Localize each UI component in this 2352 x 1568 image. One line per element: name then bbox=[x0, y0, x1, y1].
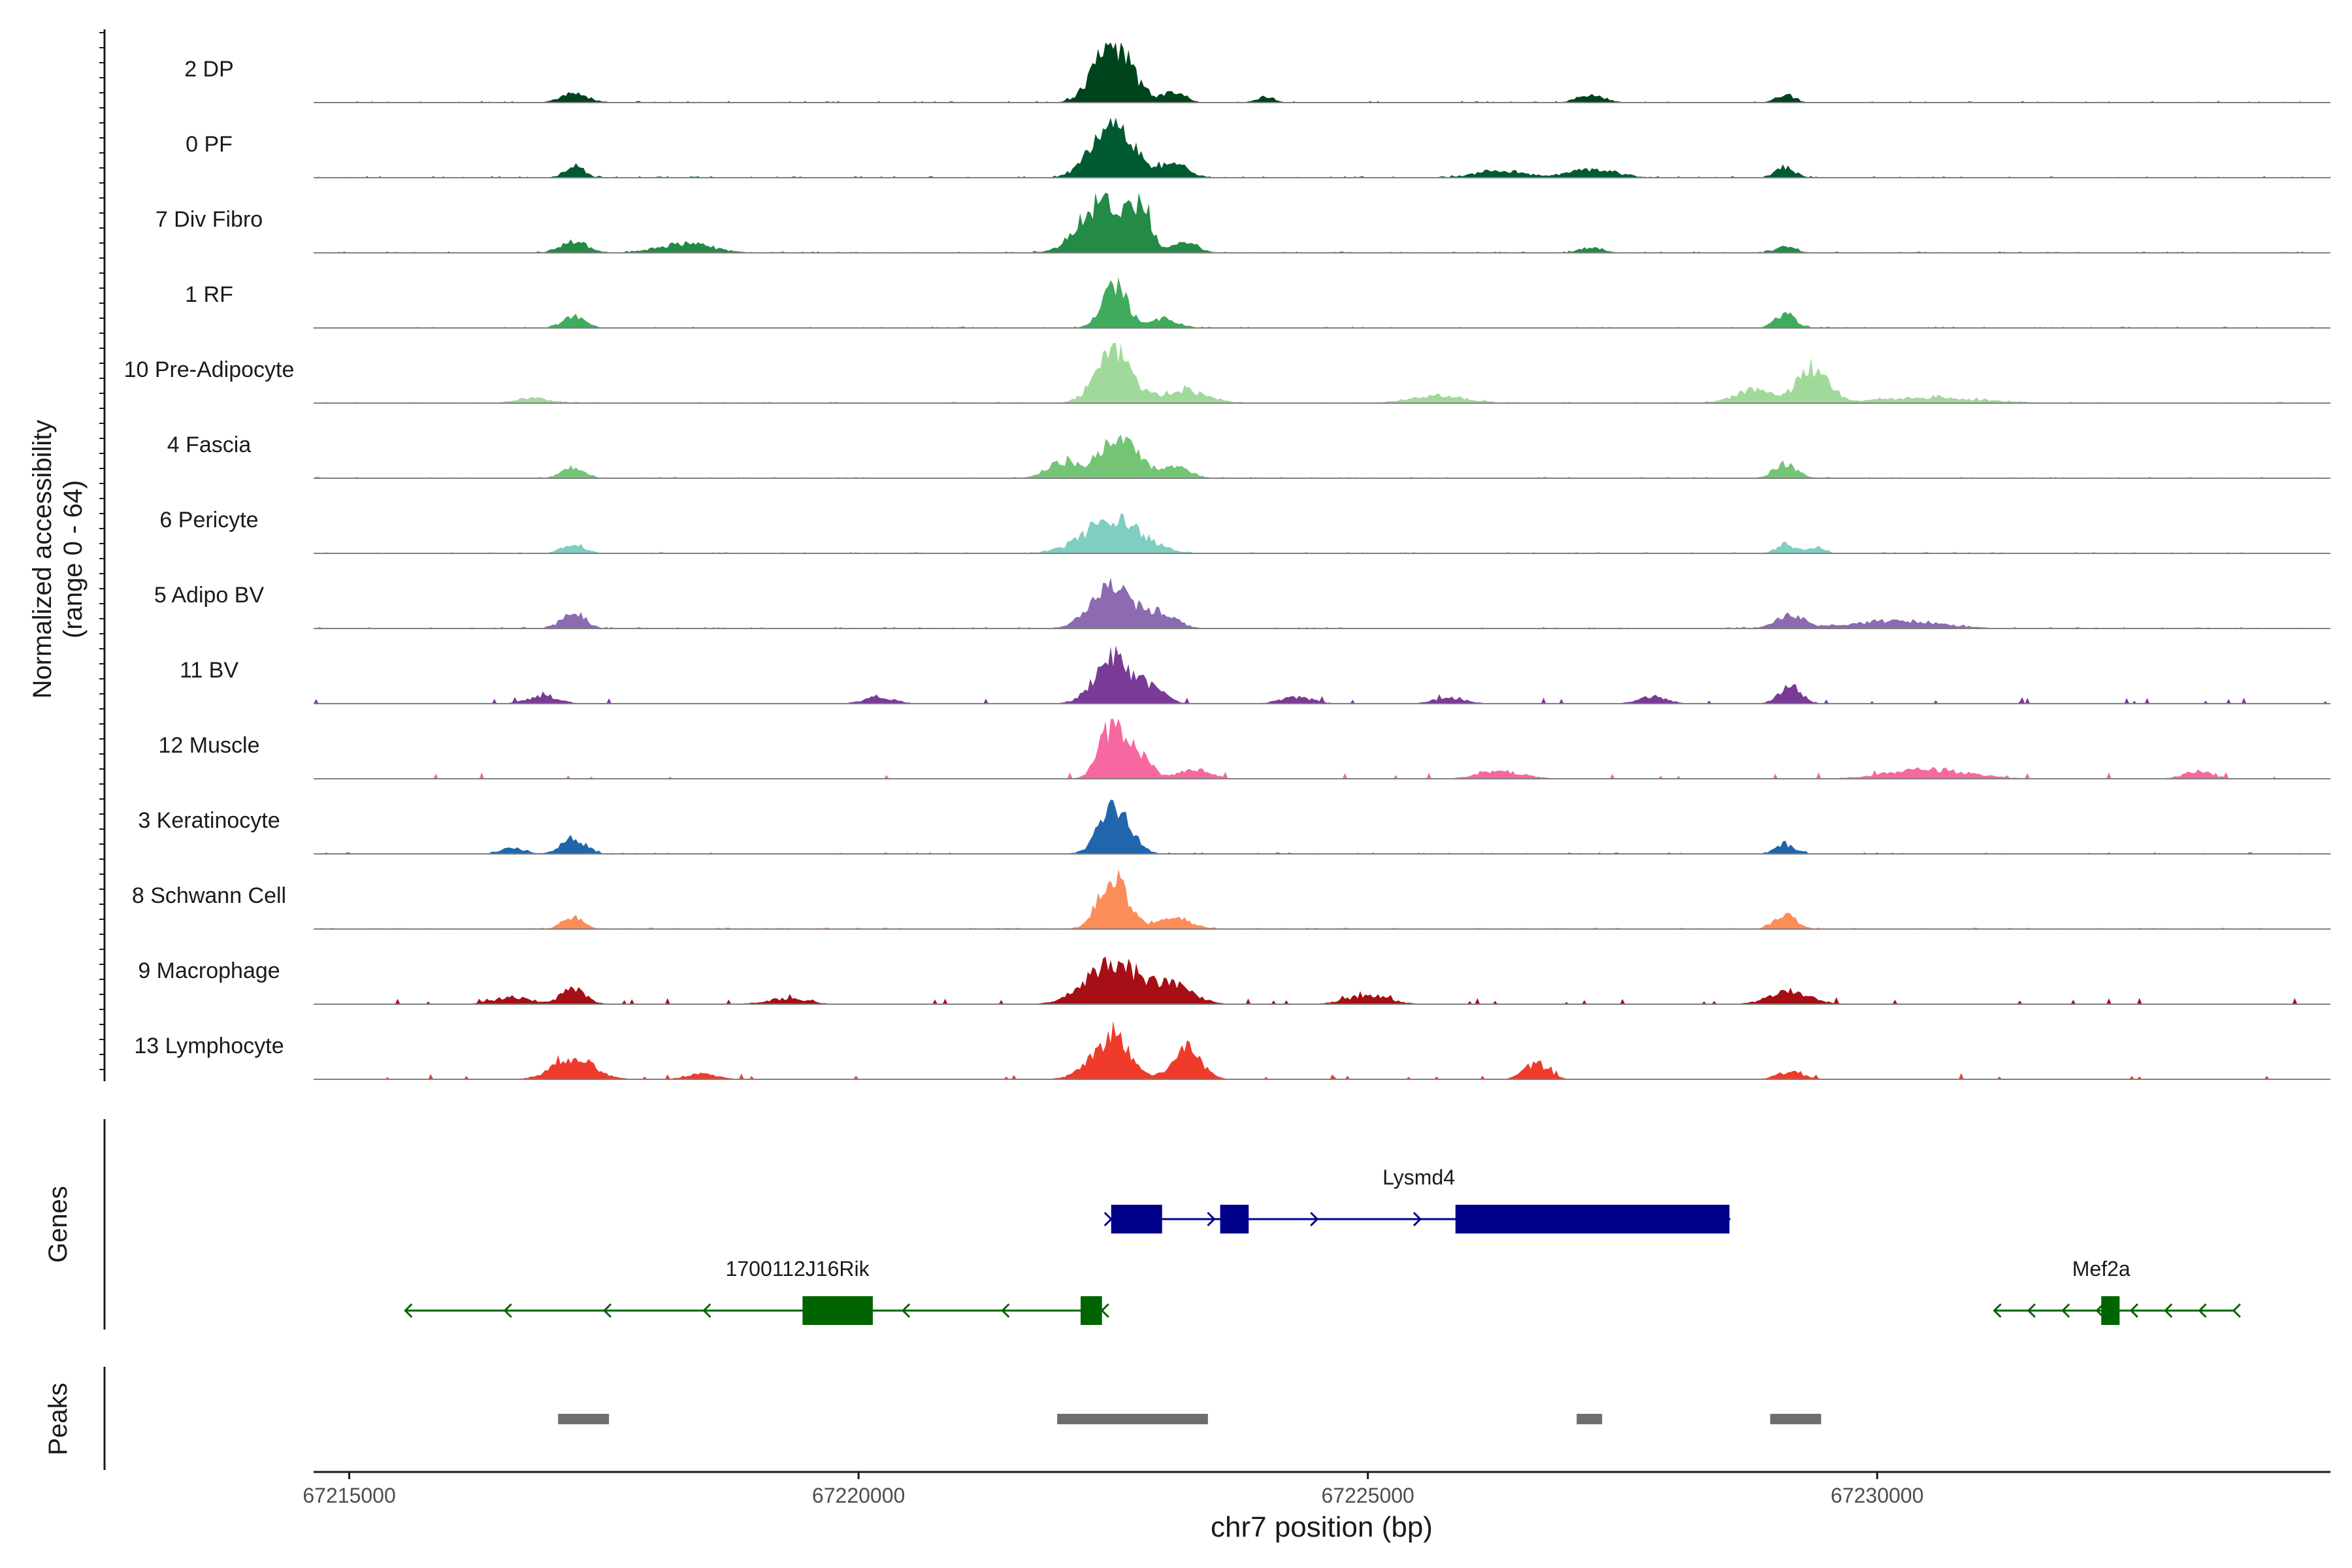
coverage-area bbox=[314, 118, 2330, 178]
coverage-area bbox=[314, 434, 2330, 478]
strand-arrow bbox=[1001, 1303, 1010, 1318]
track-3: 7 Div Fibro bbox=[155, 193, 2330, 253]
accessibility-tracks: 2 DP 0 PF 7 Div Fibro 1 RF 10 Pre-Adipocyte 4… bbox=[124, 42, 2330, 1080]
coverage-area bbox=[314, 277, 2330, 328]
track-5: 10 Pre-Adipocyte bbox=[124, 343, 2330, 404]
x-tick-label: 67230000 bbox=[1831, 1484, 1923, 1507]
x-axis-title: chr7 position (bp) bbox=[1211, 1511, 1433, 1543]
track-8: 5 Adipo BV bbox=[154, 577, 2330, 629]
genes-panel-label: Genes bbox=[44, 1186, 73, 1263]
track-label: 1 RF bbox=[185, 282, 233, 307]
track-label: 12 Muscle bbox=[159, 733, 260, 758]
peak-region bbox=[1576, 1414, 1603, 1424]
x-tick-label: 67215000 bbox=[302, 1484, 395, 1507]
track-label: 6 Pericyte bbox=[159, 508, 258, 532]
gene-label: Mef2a bbox=[2072, 1257, 2131, 1281]
x-tick-label: 67225000 bbox=[1321, 1484, 1414, 1507]
track-label: 8 Schwann Cell bbox=[132, 883, 286, 908]
peaks-panel-label: Peaks bbox=[44, 1382, 73, 1455]
track-label: 4 Fascia bbox=[167, 433, 252, 457]
track-12: 8 Schwann Cell bbox=[132, 869, 2330, 930]
track-label: 11 BV bbox=[180, 658, 238, 683]
y-axis-label-line1: Normalized accessibility bbox=[28, 420, 57, 699]
track-label: 10 Pre-Adipocyte bbox=[124, 357, 295, 382]
track-11: 3 Keratinocyte bbox=[138, 800, 2330, 855]
coverage-area bbox=[314, 193, 2330, 253]
genes-panel: Lysmd4 1700112J16Rik Mef2a bbox=[103, 1119, 2241, 1330]
coverage-area bbox=[314, 869, 2330, 929]
gene-exon bbox=[1455, 1205, 1730, 1233]
gene-exon bbox=[1111, 1205, 1162, 1233]
gene-exon bbox=[802, 1296, 873, 1325]
track-label: 2 DP bbox=[184, 57, 234, 82]
track-7: 6 Pericyte bbox=[159, 508, 2330, 554]
strand-arrow bbox=[1310, 1211, 1319, 1227]
track-label: 13 Lymphocyte bbox=[134, 1034, 284, 1058]
accessibility-y-axis bbox=[99, 29, 106, 1081]
track-label: 0 PF bbox=[186, 132, 233, 157]
strand-arrow bbox=[2232, 1303, 2241, 1318]
strand-arrow bbox=[503, 1303, 512, 1318]
strand-arrow bbox=[901, 1303, 911, 1318]
track-14: 13 Lymphocyte bbox=[134, 1021, 2330, 1080]
gene-label: 1700112J16Rik bbox=[726, 1257, 870, 1281]
y-axis-label-line2: (range 0 - 64) bbox=[59, 480, 88, 638]
track-9: 11 BV bbox=[180, 645, 2330, 704]
strand-arrow bbox=[2095, 1303, 2104, 1318]
strand-arrow bbox=[2061, 1303, 2070, 1318]
coverage-area bbox=[314, 645, 2330, 704]
gene-exon bbox=[2101, 1296, 2120, 1325]
track-4: 1 RF bbox=[185, 277, 2330, 329]
gene-1700112j16rik: 1700112J16Rik bbox=[404, 1257, 1109, 1325]
strand-arrow bbox=[1207, 1211, 1216, 1227]
coverage-area bbox=[314, 513, 2330, 553]
gene-label: Lysmd4 bbox=[1382, 1166, 1455, 1189]
strand-arrow bbox=[1413, 1211, 1422, 1227]
peak-region bbox=[558, 1414, 610, 1424]
strand-arrow bbox=[1103, 1211, 1113, 1227]
track-label: 9 Macrophage bbox=[138, 958, 280, 983]
gene-mef2a: Mef2a bbox=[1993, 1257, 2241, 1325]
track-label: 3 Keratinocyte bbox=[138, 808, 280, 833]
gene-exon bbox=[1080, 1296, 1102, 1325]
strand-arrow bbox=[2129, 1303, 2138, 1318]
track-label: 7 Div Fibro bbox=[155, 207, 263, 232]
strand-arrow bbox=[404, 1303, 413, 1318]
strand-arrow bbox=[2027, 1303, 2036, 1318]
coverage-area bbox=[314, 719, 2330, 779]
coverage-area bbox=[314, 343, 2330, 403]
strand-arrow bbox=[602, 1303, 612, 1318]
strand-arrow bbox=[702, 1303, 711, 1318]
peaks-panel bbox=[103, 1367, 1821, 1470]
x-tick-label: 67220000 bbox=[812, 1484, 905, 1507]
track-2: 0 PF bbox=[186, 118, 2330, 178]
peak-region bbox=[1057, 1414, 1208, 1424]
strand-arrow bbox=[1993, 1303, 2002, 1318]
strand-arrow bbox=[1100, 1303, 1109, 1318]
coverage-area bbox=[314, 800, 2330, 854]
track-6: 4 Fascia bbox=[167, 433, 2330, 479]
x-axis: 67215000 67220000 67225000 67230000 bbox=[302, 1471, 2330, 1507]
gene-exon bbox=[1220, 1205, 1249, 1233]
strand-arrow bbox=[2198, 1303, 2207, 1318]
coverage-area bbox=[314, 42, 2330, 103]
track-10: 12 Muscle bbox=[159, 719, 2330, 779]
peak-region bbox=[1770, 1414, 1821, 1424]
coverage-area bbox=[314, 577, 2330, 629]
coverage-area bbox=[314, 1021, 2330, 1079]
gene-lysmd4: Lysmd4 bbox=[1103, 1166, 1731, 1233]
track-label: 5 Adipo BV bbox=[154, 583, 265, 608]
track-1: 2 DP bbox=[184, 42, 2330, 103]
strand-arrow bbox=[2164, 1303, 2173, 1318]
track-13: 9 Macrophage bbox=[138, 956, 2330, 1005]
coverage-area bbox=[314, 956, 2330, 1004]
